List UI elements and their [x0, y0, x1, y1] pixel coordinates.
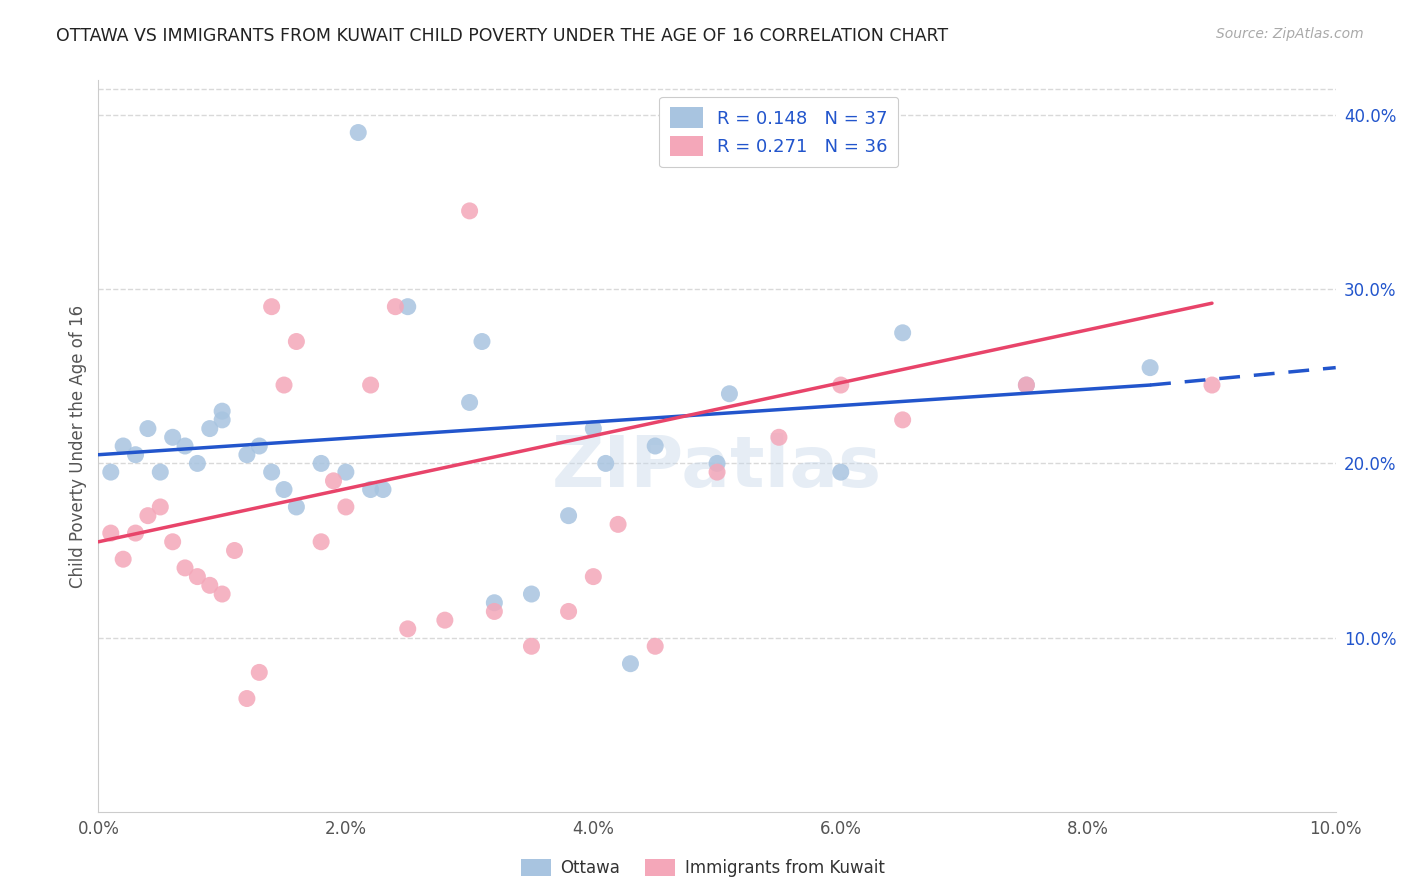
Point	[186, 457, 208, 471]
Point	[484, 604, 506, 618]
Legend: R = 0.148   N = 37, R = 0.271   N = 36: R = 0.148 N = 37, R = 0.271 N = 36	[659, 96, 898, 167]
Point	[186, 569, 208, 583]
Point	[891, 326, 914, 340]
Point	[891, 413, 914, 427]
Point	[484, 596, 506, 610]
Point	[149, 465, 172, 479]
Point	[396, 300, 419, 314]
Point	[124, 526, 146, 541]
Point	[309, 457, 332, 471]
Point	[174, 561, 197, 575]
Point	[360, 378, 382, 392]
Point	[236, 691, 259, 706]
Point	[582, 569, 605, 583]
Point	[1015, 378, 1038, 392]
Point	[619, 657, 641, 671]
Point	[471, 334, 494, 349]
Text: OTTAWA VS IMMIGRANTS FROM KUWAIT CHILD POVERTY UNDER THE AGE OF 16 CORRELATION C: OTTAWA VS IMMIGRANTS FROM KUWAIT CHILD P…	[56, 27, 949, 45]
Point	[322, 474, 344, 488]
Point	[830, 465, 852, 479]
Point	[162, 430, 184, 444]
Point	[247, 439, 270, 453]
Point	[360, 483, 382, 497]
Point	[371, 483, 394, 497]
Point	[285, 500, 308, 514]
Point	[198, 578, 221, 592]
Point	[557, 508, 579, 523]
Point	[557, 604, 579, 618]
Point	[830, 378, 852, 392]
Point	[112, 439, 135, 453]
Point	[247, 665, 270, 680]
Point	[1139, 360, 1161, 375]
Point	[100, 526, 122, 541]
Point	[149, 500, 172, 514]
Legend: Ottawa, Immigrants from Kuwait: Ottawa, Immigrants from Kuwait	[515, 852, 891, 884]
Y-axis label: Child Poverty Under the Age of 16: Child Poverty Under the Age of 16	[69, 304, 87, 588]
Point	[285, 334, 308, 349]
Point	[768, 430, 790, 444]
Point	[136, 421, 159, 435]
Point	[198, 421, 221, 435]
Point	[174, 439, 197, 453]
Point	[433, 613, 456, 627]
Point	[458, 203, 481, 218]
Point	[718, 386, 741, 401]
Point	[100, 465, 122, 479]
Point	[224, 543, 246, 558]
Point	[595, 457, 617, 471]
Point	[520, 587, 543, 601]
Point	[162, 534, 184, 549]
Point	[211, 413, 233, 427]
Point	[347, 126, 370, 140]
Point	[309, 534, 332, 549]
Point	[706, 457, 728, 471]
Text: ZIPatlas: ZIPatlas	[553, 434, 882, 502]
Point	[1015, 378, 1038, 392]
Point	[260, 465, 283, 479]
Point	[458, 395, 481, 409]
Point	[520, 640, 543, 654]
Point	[384, 300, 406, 314]
Point	[136, 508, 159, 523]
Point	[236, 448, 259, 462]
Point	[644, 640, 666, 654]
Point	[260, 300, 283, 314]
Text: Source: ZipAtlas.com: Source: ZipAtlas.com	[1216, 27, 1364, 41]
Point	[335, 500, 357, 514]
Point	[211, 404, 233, 418]
Point	[644, 439, 666, 453]
Point	[273, 483, 295, 497]
Point	[396, 622, 419, 636]
Point	[124, 448, 146, 462]
Point	[273, 378, 295, 392]
Point	[582, 421, 605, 435]
Point	[112, 552, 135, 566]
Point	[1201, 378, 1223, 392]
Point	[335, 465, 357, 479]
Point	[706, 465, 728, 479]
Point	[211, 587, 233, 601]
Point	[607, 517, 630, 532]
